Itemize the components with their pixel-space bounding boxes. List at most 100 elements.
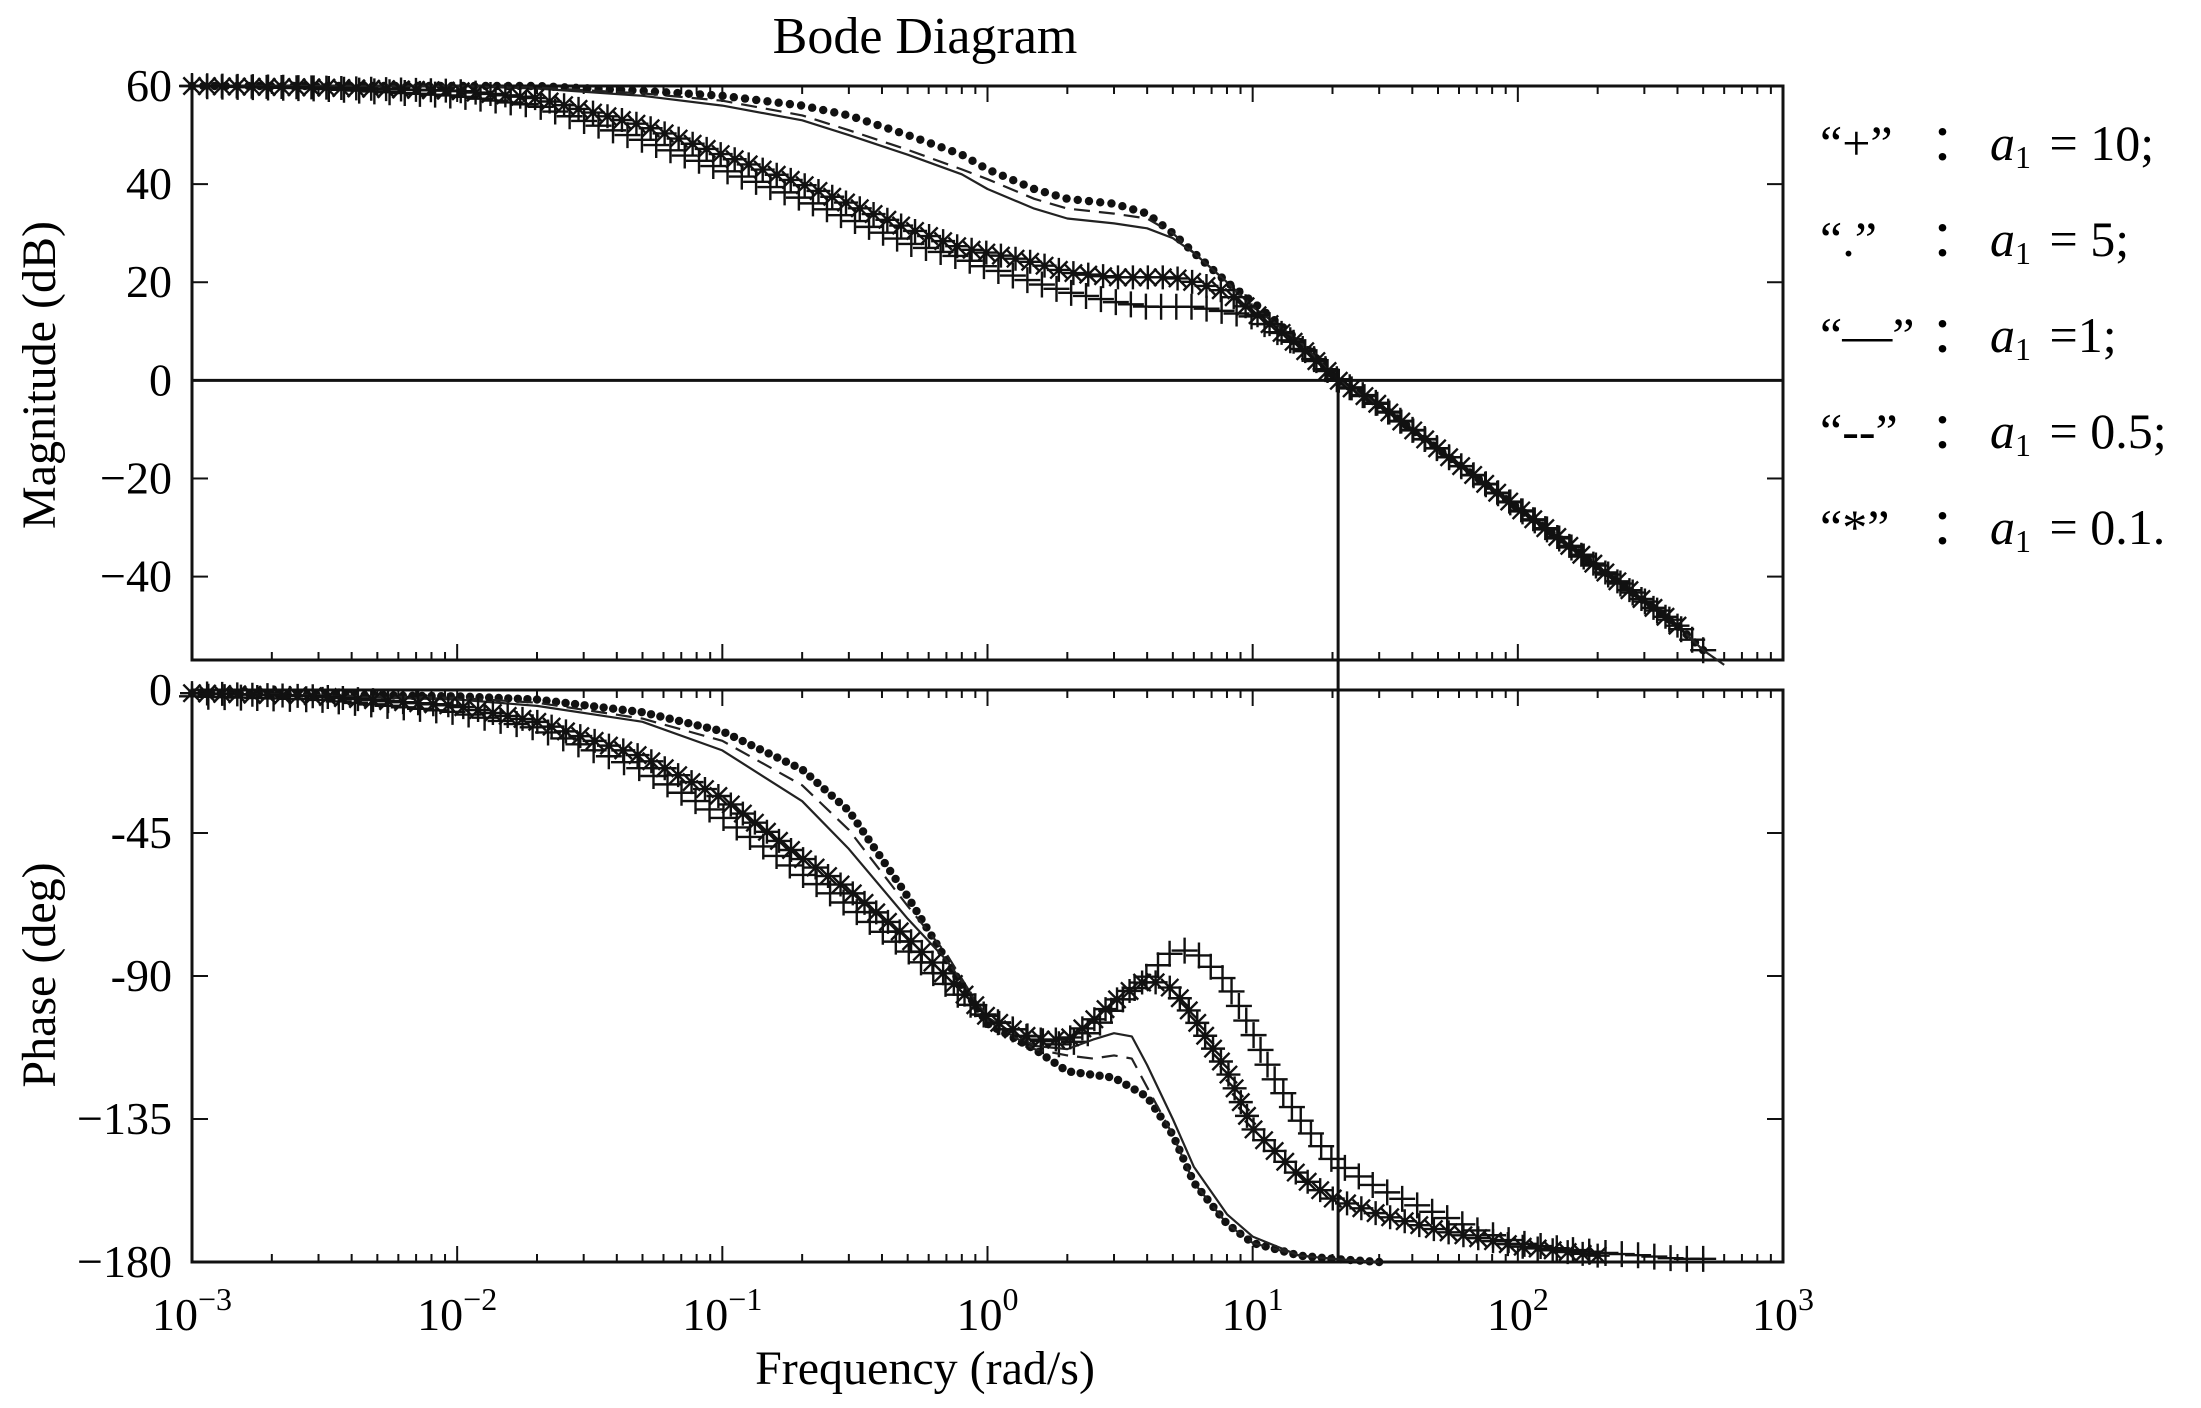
magnitude-marker [1096,198,1105,207]
phase-marker [1466,1226,1491,1251]
magnitude-marker [1425,436,1450,461]
magnitude-marker [448,79,473,104]
phase-marker [1066,1067,1076,1077]
phase-marker [952,982,977,1007]
magnitude-marker [1629,587,1654,612]
phase-marker [920,950,945,975]
phase-marker [679,770,704,795]
magnitude-marker [1040,187,1050,197]
magnitude-marker [968,156,977,166]
phase-marker [240,682,265,707]
phase-marker [858,827,868,836]
magnitude-marker [1339,376,1364,401]
phase-y-axis-label: Phase (deg) [13,862,66,1087]
magnitude-marker [841,110,850,119]
phase-marker [1335,1191,1360,1216]
magnitude-marker [714,158,741,185]
magnitude-marker [1473,471,1498,496]
magnitude-marker [1165,266,1190,291]
magnitude-series-2 [187,81,1708,655]
legend-separator: ： [1930,499,1980,555]
phase-marker [754,819,779,844]
phase-marker [439,698,466,725]
magnitude-marker [329,76,354,101]
phase-marker [1419,1198,1446,1225]
magnitude-y-tick-label: −40 [100,551,172,602]
phase-y-tick-label: 0 [149,664,172,715]
magnitude-marker [931,229,956,254]
phase-marker [853,819,862,828]
magnitude-marker [314,75,339,100]
magnitude-series-4 [192,84,1704,651]
magnitude-marker [595,104,620,129]
phase-marker [589,702,599,711]
phase-marker [696,796,723,823]
magnitude-marker [1352,384,1377,409]
magnitude-marker [299,75,324,100]
phase-marker [909,939,934,964]
magnitude-marker [609,107,634,132]
legend-label: a1 = 5; [1990,211,2129,271]
phase-marker [730,801,755,826]
phase-marker [1297,1120,1324,1147]
phase-marker [1228,1090,1253,1115]
phase-marker [1082,1007,1107,1032]
magnitude-marker [463,80,488,105]
legend-label: a1 = 0.5; [1990,403,2167,463]
magnitude-marker [1139,208,1149,217]
magnitude-marker [1315,358,1340,383]
magnitude-marker [673,88,682,98]
phase-marker [684,718,693,728]
phase-marker [1130,970,1155,995]
magnitude-line [192,84,1725,666]
phase-marker [869,843,879,852]
magnitude-marker [988,243,1013,268]
magnitude-marker [1617,578,1642,603]
magnitude-marker [774,98,783,107]
magnitude-marker [389,77,414,102]
magnitude-marker [552,93,577,118]
legend-symbol: “+” [1820,115,1893,171]
phase-marker [570,699,580,709]
legend-entry-2: “.” ： a1 = 5; [1820,211,2129,271]
phase-y-tick-label: −180 [77,1236,172,1287]
magnitude-marker [359,76,384,101]
phase-marker [1421,1217,1446,1242]
phase-marker [451,695,476,720]
magnitude-marker [820,184,845,209]
magnitude-marker [1135,265,1160,290]
phase-marker [864,900,889,925]
magnitude-marker [537,89,562,114]
phase-marker [773,753,782,762]
magnitude-series-3 [192,84,1725,666]
phase-marker [1241,1117,1266,1142]
magnitude-marker [830,108,839,117]
phase-marker [848,811,857,820]
phase-marker [568,724,593,749]
x-axis-label: Frequency (rad/s) [755,1342,1095,1395]
magnitude-marker [1178,293,1205,320]
magnitude-marker [750,157,775,182]
phase-marker [1392,1209,1417,1234]
magnitude-y-tick-label: 60 [126,60,172,111]
phase-panel-frame [190,688,1785,1264]
x-tick-label: 10−3 [152,1281,232,1340]
phase-marker [480,700,505,725]
magnitude-series-5 [180,74,1690,638]
magnitude-marker [1293,339,1318,364]
phase-marker [1378,1205,1403,1230]
magnitude-marker [708,142,733,167]
phase-marker [195,681,220,706]
magnitude-marker [1043,275,1070,302]
phase-marker [627,706,637,716]
phase-marker [484,693,494,702]
magnitude-marker [1009,176,1018,185]
magnitude-marker [1497,489,1522,514]
magnitude-marker [1437,445,1462,470]
phase-marker [1690,1245,1717,1272]
phase-marker [1058,1025,1083,1050]
phase-marker [864,835,873,844]
phase-marker [1130,1085,1139,1094]
phase-marker [421,692,446,717]
magnitude-marker [1076,262,1101,287]
